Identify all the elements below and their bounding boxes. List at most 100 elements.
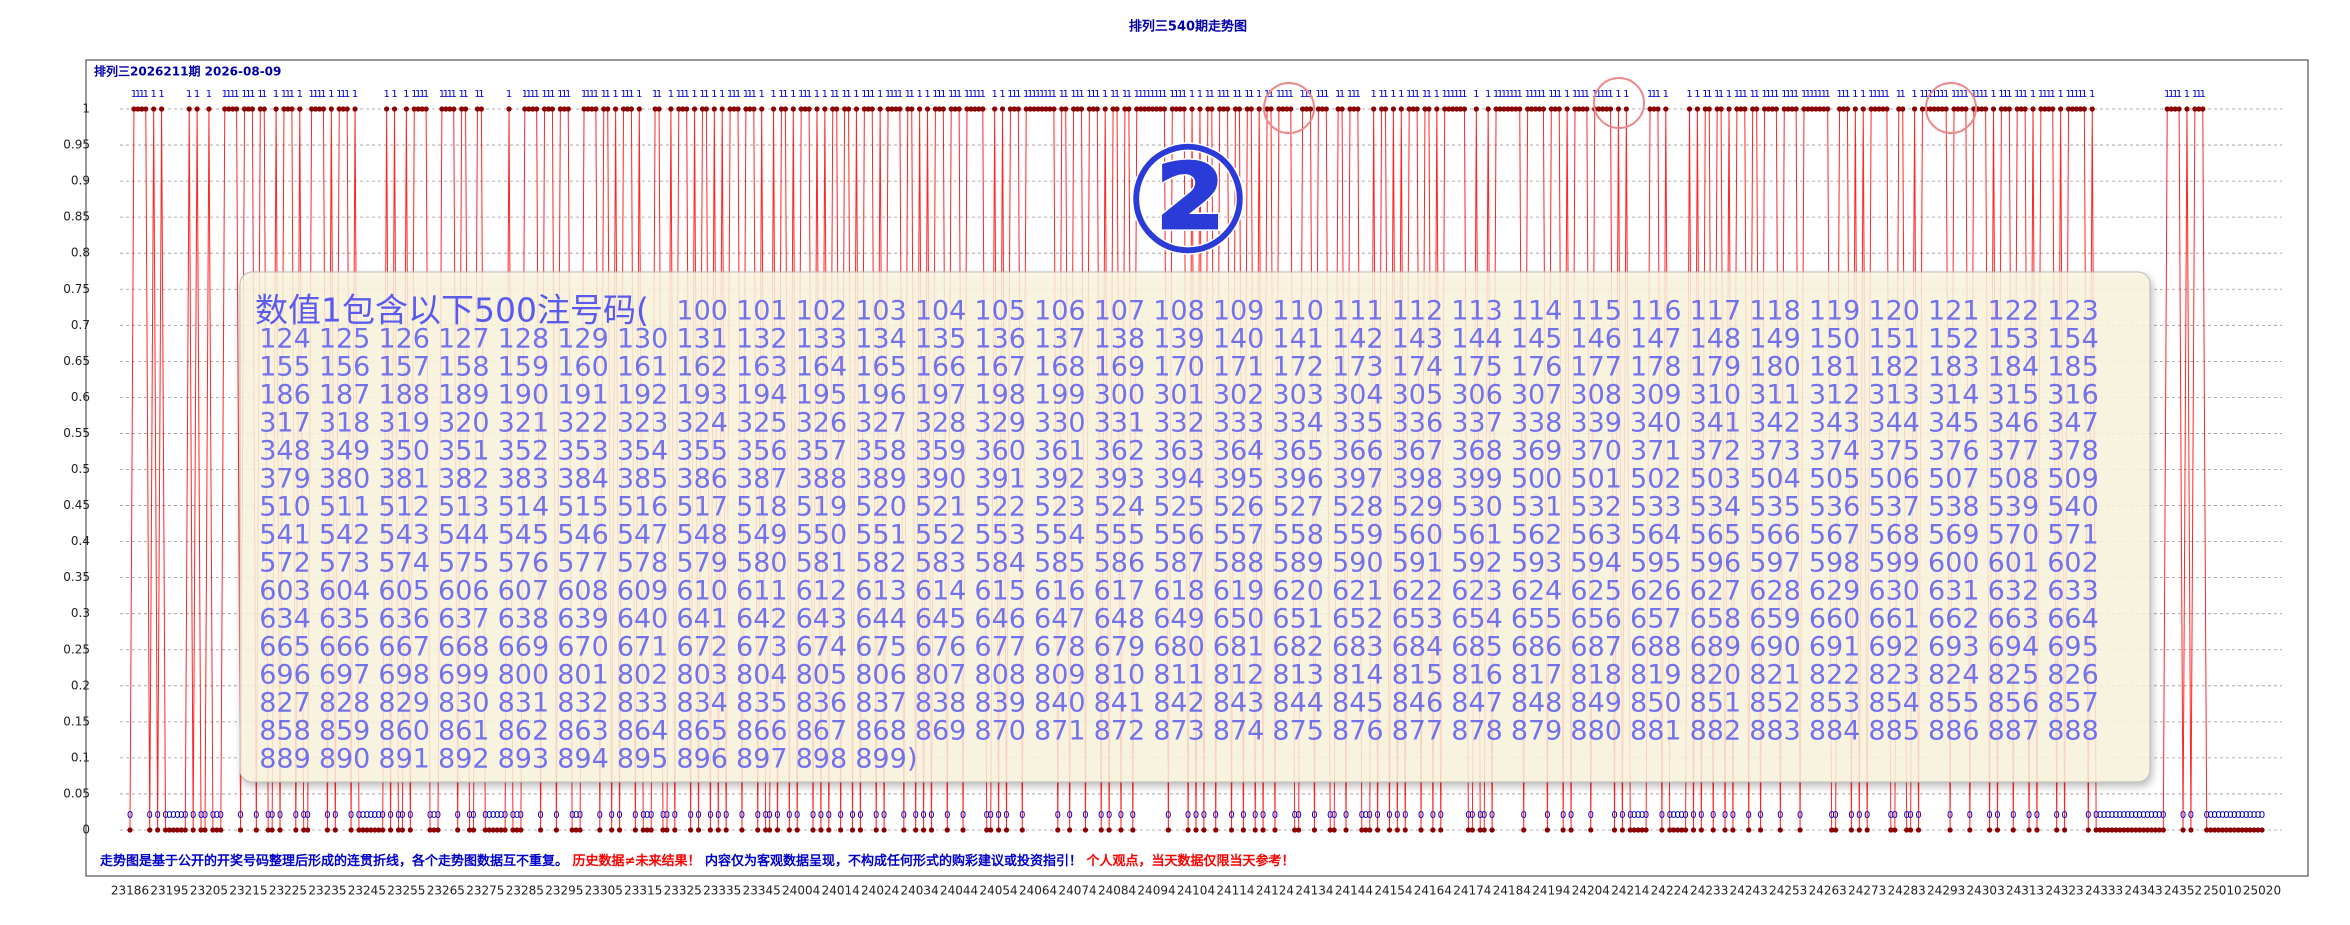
point <box>1114 106 1120 112</box>
point-label: 0 <box>755 810 761 821</box>
box-number: 874 <box>1213 716 1265 747</box>
point <box>541 106 548 112</box>
point <box>1785 106 1791 112</box>
box-number: 890 <box>319 744 371 775</box>
box-number: 698 <box>378 660 430 691</box>
point <box>731 106 737 112</box>
point-label: 1 <box>1742 89 1748 100</box>
point <box>1631 827 1637 833</box>
point-label: 0 <box>399 810 405 821</box>
box-number: 133 <box>796 324 848 355</box>
point-label: 0 <box>1430 810 1436 821</box>
point-label: 0 <box>178 810 184 821</box>
point-label: 0 <box>1986 810 1992 821</box>
point <box>530 106 536 112</box>
box-number: 505 <box>1809 464 1861 495</box>
box-number: 154 <box>2047 324 2099 355</box>
point-label: 1 <box>652 89 658 100</box>
point-label: 1 <box>1035 89 1041 100</box>
box-number: 512 <box>378 492 430 523</box>
point <box>1809 106 1815 112</box>
box-number: 109 <box>1213 296 1265 327</box>
point-label: 1 <box>1086 89 1092 100</box>
point-label: 0 <box>395 810 401 821</box>
point-label: 1 <box>1280 89 1286 100</box>
point <box>1461 106 1468 112</box>
point-label: 1 <box>936 89 942 100</box>
point <box>1098 827 1104 833</box>
box-number: 332 <box>1153 408 1205 439</box>
box-number: 839 <box>974 688 1026 719</box>
point-label: 1 <box>297 89 303 100</box>
point <box>1209 106 1215 112</box>
point-label: 1 <box>1872 89 1878 100</box>
box-number: 301 <box>1153 380 1205 411</box>
point <box>1071 106 1077 112</box>
point <box>1185 827 1191 833</box>
point <box>624 106 631 112</box>
point-label: 0 <box>1947 810 1953 821</box>
point <box>648 827 654 833</box>
point <box>565 106 571 112</box>
point-label: 1 <box>1205 89 1211 100</box>
point-label: 0 <box>1643 810 1649 821</box>
box-number: 145 <box>1511 324 1563 355</box>
box-number: 664 <box>2047 604 2099 635</box>
x-tick-label: 24114 <box>1216 884 1254 898</box>
box-number: 142 <box>1332 324 1384 355</box>
point <box>2061 827 2068 833</box>
box-number: 396 <box>1272 464 1324 495</box>
x-tick-label: 24273 <box>1848 884 1886 898</box>
box-number: 191 <box>557 380 609 411</box>
point <box>767 827 773 833</box>
box-number: 389 <box>855 464 907 495</box>
box-number: 569 <box>1928 520 1980 551</box>
point <box>2227 827 2234 833</box>
box-number: 681 <box>1213 632 1265 663</box>
box-number: 306 <box>1451 380 1503 411</box>
point-label: 1 <box>932 89 938 100</box>
box-number: 801 <box>557 660 609 691</box>
point <box>573 827 579 833</box>
point <box>364 827 370 833</box>
point <box>1035 106 1041 112</box>
box-number: 327 <box>855 408 907 439</box>
box-number: 325 <box>736 408 788 439</box>
point <box>928 827 935 833</box>
point-label: 1 <box>1773 89 1779 100</box>
box-number: 364 <box>1213 436 1265 467</box>
box-number: 860 <box>378 716 430 747</box>
point-label: 1 <box>391 89 397 100</box>
point <box>1307 106 1314 112</box>
point <box>2208 827 2214 833</box>
point-label: 1 <box>1126 89 1132 100</box>
box-number: 898 <box>796 744 848 775</box>
point-label: 1 <box>1911 89 1917 100</box>
point-label: 0 <box>810 810 816 821</box>
point-label: 1 <box>1517 89 1523 100</box>
point-label: 1 <box>2046 89 2052 100</box>
point-label: 1 <box>778 89 784 100</box>
point-label: 0 <box>1066 810 1072 821</box>
point <box>320 106 327 112</box>
point-label: 1 <box>1982 89 1988 100</box>
box-number: 199 <box>1034 380 1086 411</box>
point <box>1619 827 1625 833</box>
box-number: 838 <box>915 688 967 719</box>
point <box>719 106 725 112</box>
point <box>2160 827 2166 833</box>
point <box>865 106 871 112</box>
point-label: 1 <box>1548 89 1554 100</box>
point-label: 0 <box>364 810 370 821</box>
point-label: 0 <box>672 810 678 821</box>
point-label: 1 <box>1339 89 1345 100</box>
point-label: 1 <box>1880 89 1886 100</box>
point-label: 0 <box>1386 810 1392 821</box>
point <box>466 827 473 833</box>
point <box>498 827 504 833</box>
point-label: 1 <box>545 89 551 100</box>
point-label: 1 <box>814 89 820 100</box>
y-tick-label: 0.65 <box>63 354 90 368</box>
point-label: 1 <box>1998 89 2004 100</box>
